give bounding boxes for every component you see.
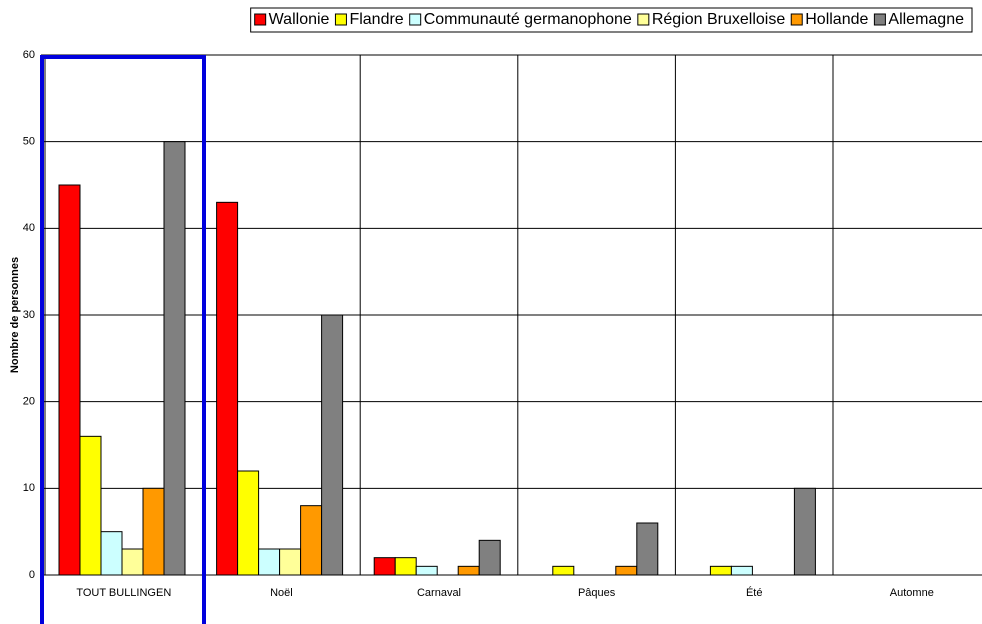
- bar: [457, 565, 480, 576]
- y-tick-label: 10: [23, 482, 35, 494]
- legend-swatch: [334, 13, 347, 26]
- bar: [709, 565, 732, 576]
- legend-label: Allemagne: [888, 11, 964, 28]
- y-tick-label: 30: [23, 309, 35, 321]
- bar: [636, 522, 659, 576]
- bar: [258, 548, 281, 576]
- y-tick-label: 40: [23, 222, 35, 234]
- bar: [58, 184, 81, 576]
- bar: [478, 539, 501, 576]
- y-tick-label: 60: [23, 49, 35, 61]
- y-tick-label: 50: [23, 136, 35, 148]
- legend-swatch: [790, 13, 803, 26]
- y-tick-label: 20: [23, 396, 35, 408]
- legend-swatch: [409, 13, 422, 26]
- bar: [415, 565, 438, 576]
- x-tick-label: Carnaval: [417, 587, 461, 599]
- x-tick-label: Pâques: [578, 587, 616, 599]
- legend-label: Flandre: [349, 11, 403, 28]
- bar: [216, 201, 239, 576]
- bar: [394, 557, 417, 576]
- x-tick-label: Automne: [890, 587, 934, 599]
- x-tick-label: Été: [746, 586, 763, 599]
- bar: [300, 505, 323, 576]
- legend-swatch: [873, 13, 886, 26]
- bar: [121, 548, 144, 576]
- bar: [237, 470, 260, 576]
- bar: [142, 487, 165, 576]
- legend-box: [250, 7, 973, 33]
- bar: [373, 557, 396, 576]
- y-tick-label: 0: [29, 569, 35, 581]
- highlight-frame: [40, 55, 206, 624]
- legend-label: Communauté germanophone: [424, 11, 632, 28]
- bar: [730, 565, 753, 576]
- legend-label: Wallonie: [269, 11, 330, 28]
- y-axis-label: Nombre de personnes: [9, 257, 21, 373]
- legend-label: Hollande: [805, 11, 868, 28]
- x-tick-label: Noël: [270, 587, 293, 599]
- bar: [615, 565, 638, 576]
- bar: [100, 531, 123, 576]
- bar: [552, 565, 575, 576]
- bar: [163, 141, 186, 576]
- bar: [279, 548, 302, 576]
- bar: [79, 435, 102, 576]
- legend-swatch: [254, 13, 267, 26]
- legend-label: Région Bruxelloise: [652, 11, 786, 28]
- legend-swatch: [637, 13, 650, 26]
- bar: [793, 487, 816, 576]
- bar: [321, 314, 344, 576]
- x-tick-label: TOUT BULLINGEN: [76, 587, 171, 599]
